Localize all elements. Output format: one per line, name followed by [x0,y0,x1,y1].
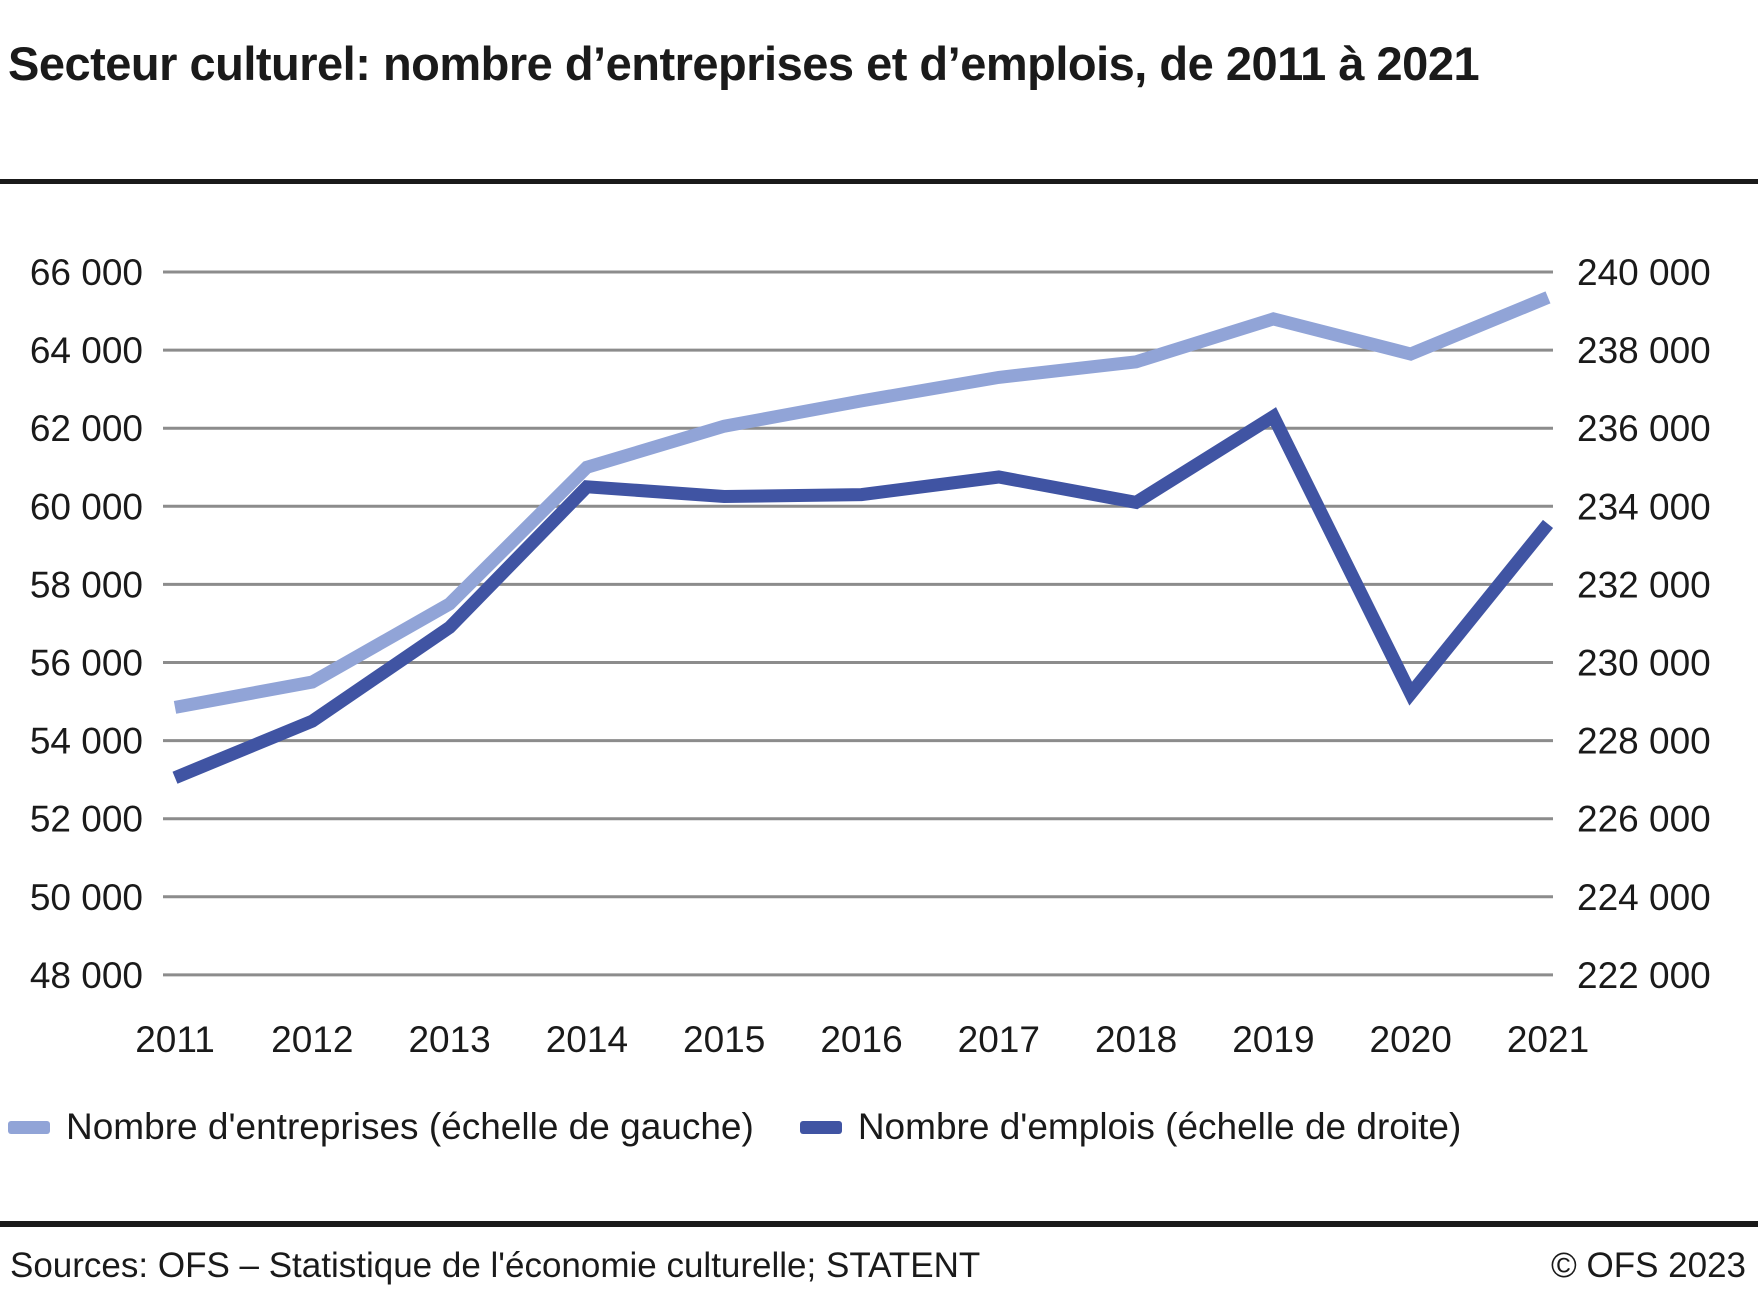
chart-legend: Nombre d'entreprises (échelle de gauche)… [8,1106,1750,1148]
left-axis-tick-label: 60 000 [30,486,143,527]
x-axis-year-label: 2020 [1370,1019,1452,1060]
right-axis-tick-label: 230 000 [1577,643,1711,684]
x-axis-year-label: 2013 [408,1019,490,1060]
left-axis-tick-label: 52 000 [30,799,143,840]
legend-label-emplois: Nombre d'emplois (échelle de droite) [857,1106,1462,1147]
chart-svg: 66 000 240 000 64 000 238 000 62 000 236 000 6… [30,252,1711,1060]
title-divider [0,179,1758,184]
footer-divider [0,1221,1758,1227]
left-axis-tick-label: 50 000 [30,877,143,918]
right-axis-tick-label: 238 000 [1577,330,1711,371]
x-axis-year-label: 2014 [546,1019,628,1060]
page-title: Secteur culturel: nombre d’entreprises e… [8,37,1480,91]
footer-copyright: © OFS 2023 [1550,1246,1746,1285]
left-axis-tick-label: 64 000 [30,330,143,371]
legend-label-entreprises: Nombre d'entreprises (échelle de gauche) [66,1106,754,1147]
right-axis-tick-label: 232 000 [1577,564,1711,605]
right-axis-tick-label: 234 000 [1577,486,1711,527]
right-axis-tick-label: 224 000 [1577,877,1711,918]
x-axis-year-label: 2021 [1507,1019,1589,1060]
x-axis-year-label: 2018 [1095,1019,1177,1060]
x-axis-year-label: 2011 [135,1019,215,1060]
left-axis-tick-label: 66 000 [30,252,143,293]
right-axis-tick-label: 228 000 [1577,721,1711,762]
left-axis-tick-label: 48 000 [30,955,143,996]
entreprises-legend-marker-icon [8,1120,50,1134]
footer-sources: Sources: OFS – Statistique de l'économie… [10,1246,981,1285]
x-axis-year-label: 2015 [683,1019,765,1060]
left-axis-tick-label: 62 000 [30,408,143,449]
x-axis-year-label: 2016 [820,1019,902,1060]
chart-area: 66 000 240 000 64 000 238 000 62 000 236 000 6… [0,200,1758,1090]
left-axis-tick-label: 54 000 [30,721,143,762]
footer: Sources: OFS – Statistique de l'économie… [10,1246,1746,1286]
right-axis-tick-label: 226 000 [1577,799,1711,840]
x-axis-year-label: 2012 [271,1019,353,1060]
right-axis-tick-label: 236 000 [1577,408,1711,449]
right-axis-tick-label: 222 000 [1577,955,1711,996]
right-axis-tick-label: 240 000 [1577,252,1711,293]
emplois-line [172,407,1554,784]
x-axis-year-label: 2019 [1232,1019,1314,1060]
x-axis-year-label: 2017 [958,1019,1040,1060]
entreprises-line [173,291,1551,714]
emplois-legend-marker-icon [799,1120,842,1134]
legend-item-entreprises: Nombre d'entreprises (échelle de gauche) [8,1106,754,1148]
left-axis-tick-label: 56 000 [30,643,143,684]
left-axis-tick-label: 58 000 [30,564,143,605]
legend-item-emplois: Nombre d'emplois (échelle de droite) [799,1106,1462,1148]
